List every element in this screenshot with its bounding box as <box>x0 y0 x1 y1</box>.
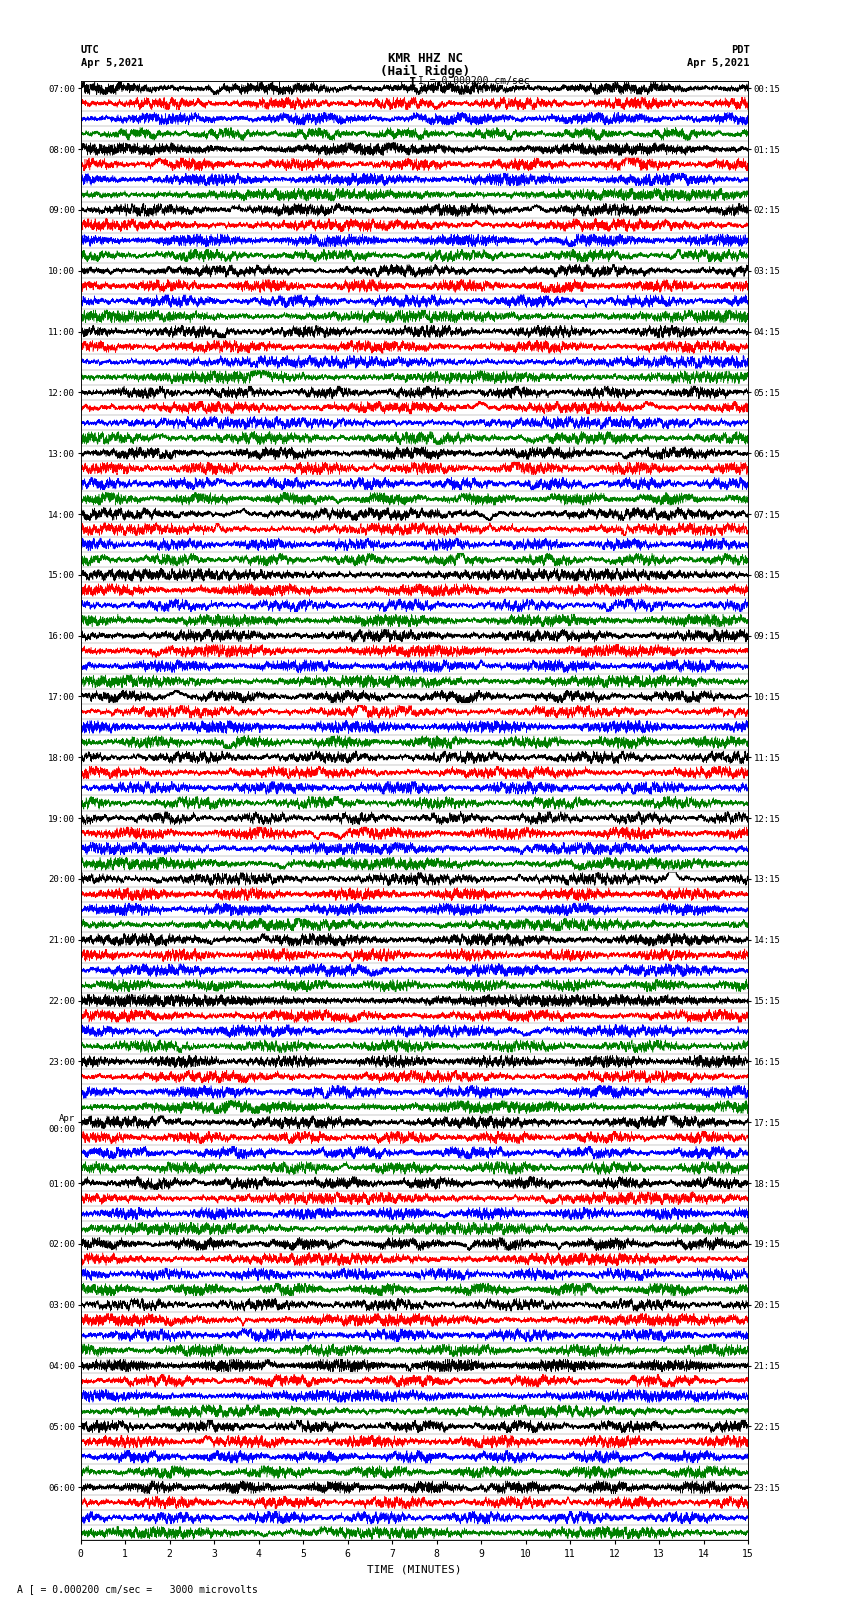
Text: (Hail Ridge): (Hail Ridge) <box>380 65 470 77</box>
Text: PDT: PDT <box>731 45 750 55</box>
Text: Apr 5,2021: Apr 5,2021 <box>81 58 144 68</box>
Text: A [ = 0.000200 cm/sec =   3000 microvolts: A [ = 0.000200 cm/sec = 3000 microvolts <box>17 1584 258 1594</box>
Text: UTC: UTC <box>81 45 99 55</box>
Text: KMR HHZ NC: KMR HHZ NC <box>388 52 462 65</box>
Text: I: I <box>409 76 416 89</box>
Text: Apr 5,2021: Apr 5,2021 <box>687 58 750 68</box>
X-axis label: TIME (MINUTES): TIME (MINUTES) <box>367 1565 462 1574</box>
Text: I = 0.000200 cm/sec: I = 0.000200 cm/sec <box>418 76 530 85</box>
